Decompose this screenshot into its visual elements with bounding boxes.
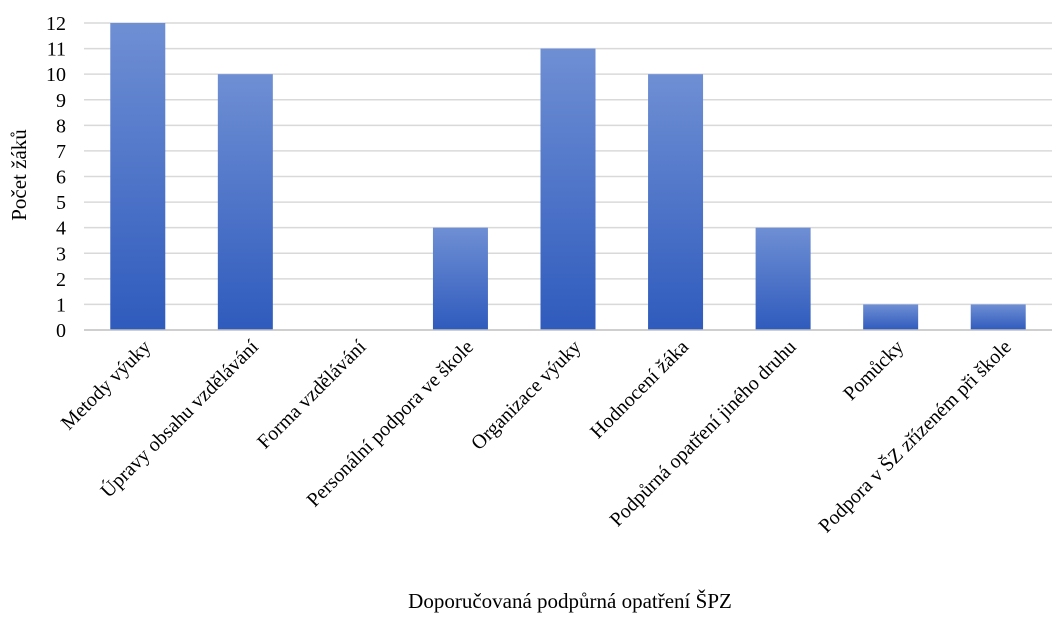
bar [863, 304, 919, 330]
x-category-label: Forma vzdělávání [253, 336, 371, 454]
y-tick-label: 6 [56, 167, 66, 189]
bar [648, 74, 704, 331]
y-tick-label: 1 [56, 294, 66, 316]
bar [432, 227, 488, 330]
y-tick-label: 0 [56, 320, 66, 342]
x-category-label: Organizace výuky [467, 336, 586, 455]
y-tick-label: 4 [56, 218, 66, 240]
bar [110, 23, 166, 330]
x-category-label: Podpůrná opatření jiného druhu [606, 336, 801, 531]
bar [540, 48, 596, 330]
x-category-label: Metody výuky [57, 336, 155, 434]
y-tick-label: 11 [47, 39, 66, 61]
y-tick-label: 5 [56, 192, 66, 214]
x-category-label: Podpora v ŠZ zřízeném při škole [813, 334, 1016, 537]
x-axis-title: Doporučovaná podpůrná opatření ŠPZ [408, 589, 732, 613]
y-tick-label: 12 [46, 13, 66, 35]
y-axis-title: Počet žáků [7, 129, 31, 221]
y-tick-label: 3 [56, 243, 66, 265]
bars [110, 23, 1026, 331]
y-tick-label: 8 [56, 115, 66, 137]
bar [970, 304, 1026, 330]
x-category-label: Pomůcky [839, 336, 908, 405]
y-tick-label: 9 [56, 90, 66, 112]
y-tick-label: 2 [56, 269, 66, 291]
bar [217, 74, 273, 331]
bar [755, 227, 811, 330]
y-tick-label: 7 [56, 141, 66, 163]
y-tick-label: 10 [46, 64, 66, 86]
x-category-label: Hodnocení žáka [586, 336, 693, 443]
